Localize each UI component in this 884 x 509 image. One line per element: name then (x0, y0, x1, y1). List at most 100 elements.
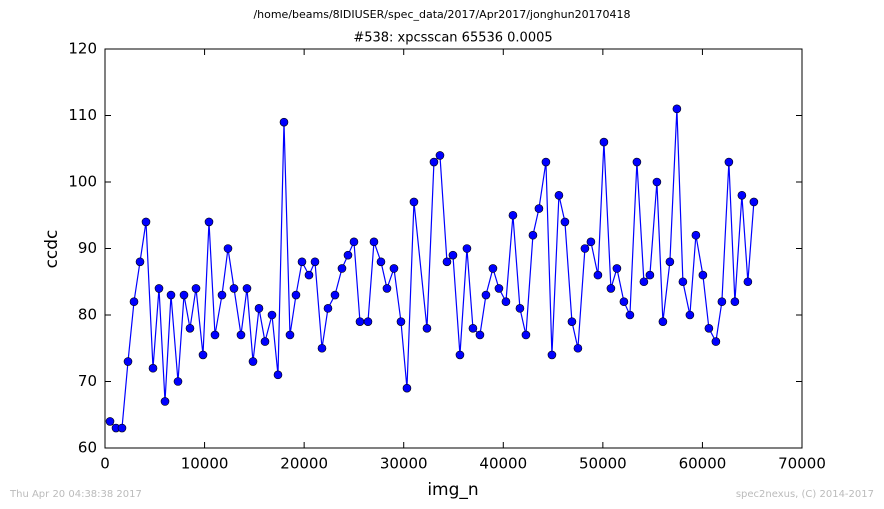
data-point (665, 257, 675, 267)
data-point (291, 290, 301, 300)
data-point (573, 343, 583, 353)
data-point (730, 297, 740, 307)
data-point (501, 297, 511, 307)
data-point (223, 244, 233, 253)
data-point (521, 330, 531, 340)
data-point (606, 284, 616, 293)
data-point (678, 277, 688, 287)
y-tick-label: 70 (78, 372, 97, 390)
data-point (429, 157, 439, 167)
y-tick-label: 120 (68, 40, 97, 58)
data-point (749, 197, 759, 207)
data-point (567, 317, 577, 326)
data-point (129, 297, 139, 307)
data-point (217, 290, 227, 300)
data-point (658, 317, 668, 326)
data-point (267, 310, 277, 320)
data-point (330, 290, 340, 300)
x-tick-label: 10000 (181, 455, 229, 473)
data-point (435, 151, 445, 160)
data-point (724, 157, 734, 167)
data-point (376, 257, 386, 267)
data-point (455, 350, 465, 360)
data-point (185, 323, 195, 333)
data-point (448, 250, 458, 260)
y-axis-label: ccdc (42, 230, 62, 269)
data-point (166, 290, 176, 300)
data-point (515, 304, 525, 313)
data-point (135, 257, 145, 267)
data-point (349, 237, 359, 247)
data-point (304, 270, 314, 280)
data-point (625, 310, 635, 320)
data-point (599, 137, 609, 147)
data-point (141, 217, 151, 227)
x-tick-label: 70000 (778, 455, 826, 473)
x-tick-label: 0 (100, 455, 110, 473)
data-point (481, 290, 491, 300)
data-point (494, 284, 504, 293)
data-point (337, 264, 347, 273)
data-point (409, 197, 419, 207)
data-point (691, 230, 701, 240)
data-point (248, 357, 258, 366)
plot-frame (104, 48, 803, 449)
data-point (198, 350, 208, 360)
data-point (645, 270, 655, 280)
data-point (173, 377, 183, 386)
data-point (382, 284, 392, 293)
data-point (389, 264, 399, 273)
data-point (105, 417, 115, 426)
data-point (242, 284, 252, 293)
data-point (191, 284, 201, 293)
data-point (685, 310, 695, 320)
data-point (210, 330, 220, 340)
data-point (632, 157, 642, 167)
y-tick-label: 90 (78, 239, 97, 257)
x-tick-label: 60000 (679, 455, 727, 473)
data-point (179, 290, 189, 300)
data-point (580, 244, 590, 253)
data-point (160, 397, 170, 406)
data-point (541, 157, 551, 167)
data-point (442, 257, 452, 267)
footer-left: Thu Apr 20 04:38:38 2017 (9, 489, 142, 500)
data-point (402, 383, 412, 393)
data-point (229, 284, 239, 293)
data-point (672, 104, 682, 114)
data-point (273, 370, 283, 380)
data-point (652, 177, 662, 187)
data-point (363, 317, 373, 326)
x-tick-label: 30000 (380, 455, 428, 473)
data-point (737, 191, 747, 200)
data-point (154, 284, 164, 293)
data-point (254, 304, 264, 313)
x-tick-label: 50000 (579, 455, 627, 473)
data-point (619, 297, 629, 307)
data-point (236, 330, 246, 340)
data-point (343, 250, 353, 260)
data-point (717, 297, 727, 307)
suptitle: /home/beams/8IDIUSER/spec_data/2017/Apr2… (253, 8, 630, 21)
data-point (593, 270, 603, 280)
data-point (468, 323, 478, 333)
data-point (323, 304, 333, 313)
data-point (148, 363, 158, 373)
chart-title: #538: xpcsscan 65536 0.0005 (353, 31, 552, 46)
data-point (279, 117, 289, 127)
data-point (310, 257, 320, 267)
data-point (586, 237, 596, 247)
data-point (612, 264, 622, 273)
y-tick-label: 110 (68, 106, 97, 124)
data-point (534, 204, 544, 213)
data-point (554, 191, 564, 200)
data-point (704, 323, 714, 333)
data-point (123, 357, 133, 366)
data-point (508, 210, 518, 220)
data-point (285, 330, 295, 340)
y-tick-label: 100 (68, 173, 97, 191)
data-point (560, 217, 570, 227)
data-point (369, 237, 379, 247)
x-tick-label: 40000 (479, 455, 527, 473)
